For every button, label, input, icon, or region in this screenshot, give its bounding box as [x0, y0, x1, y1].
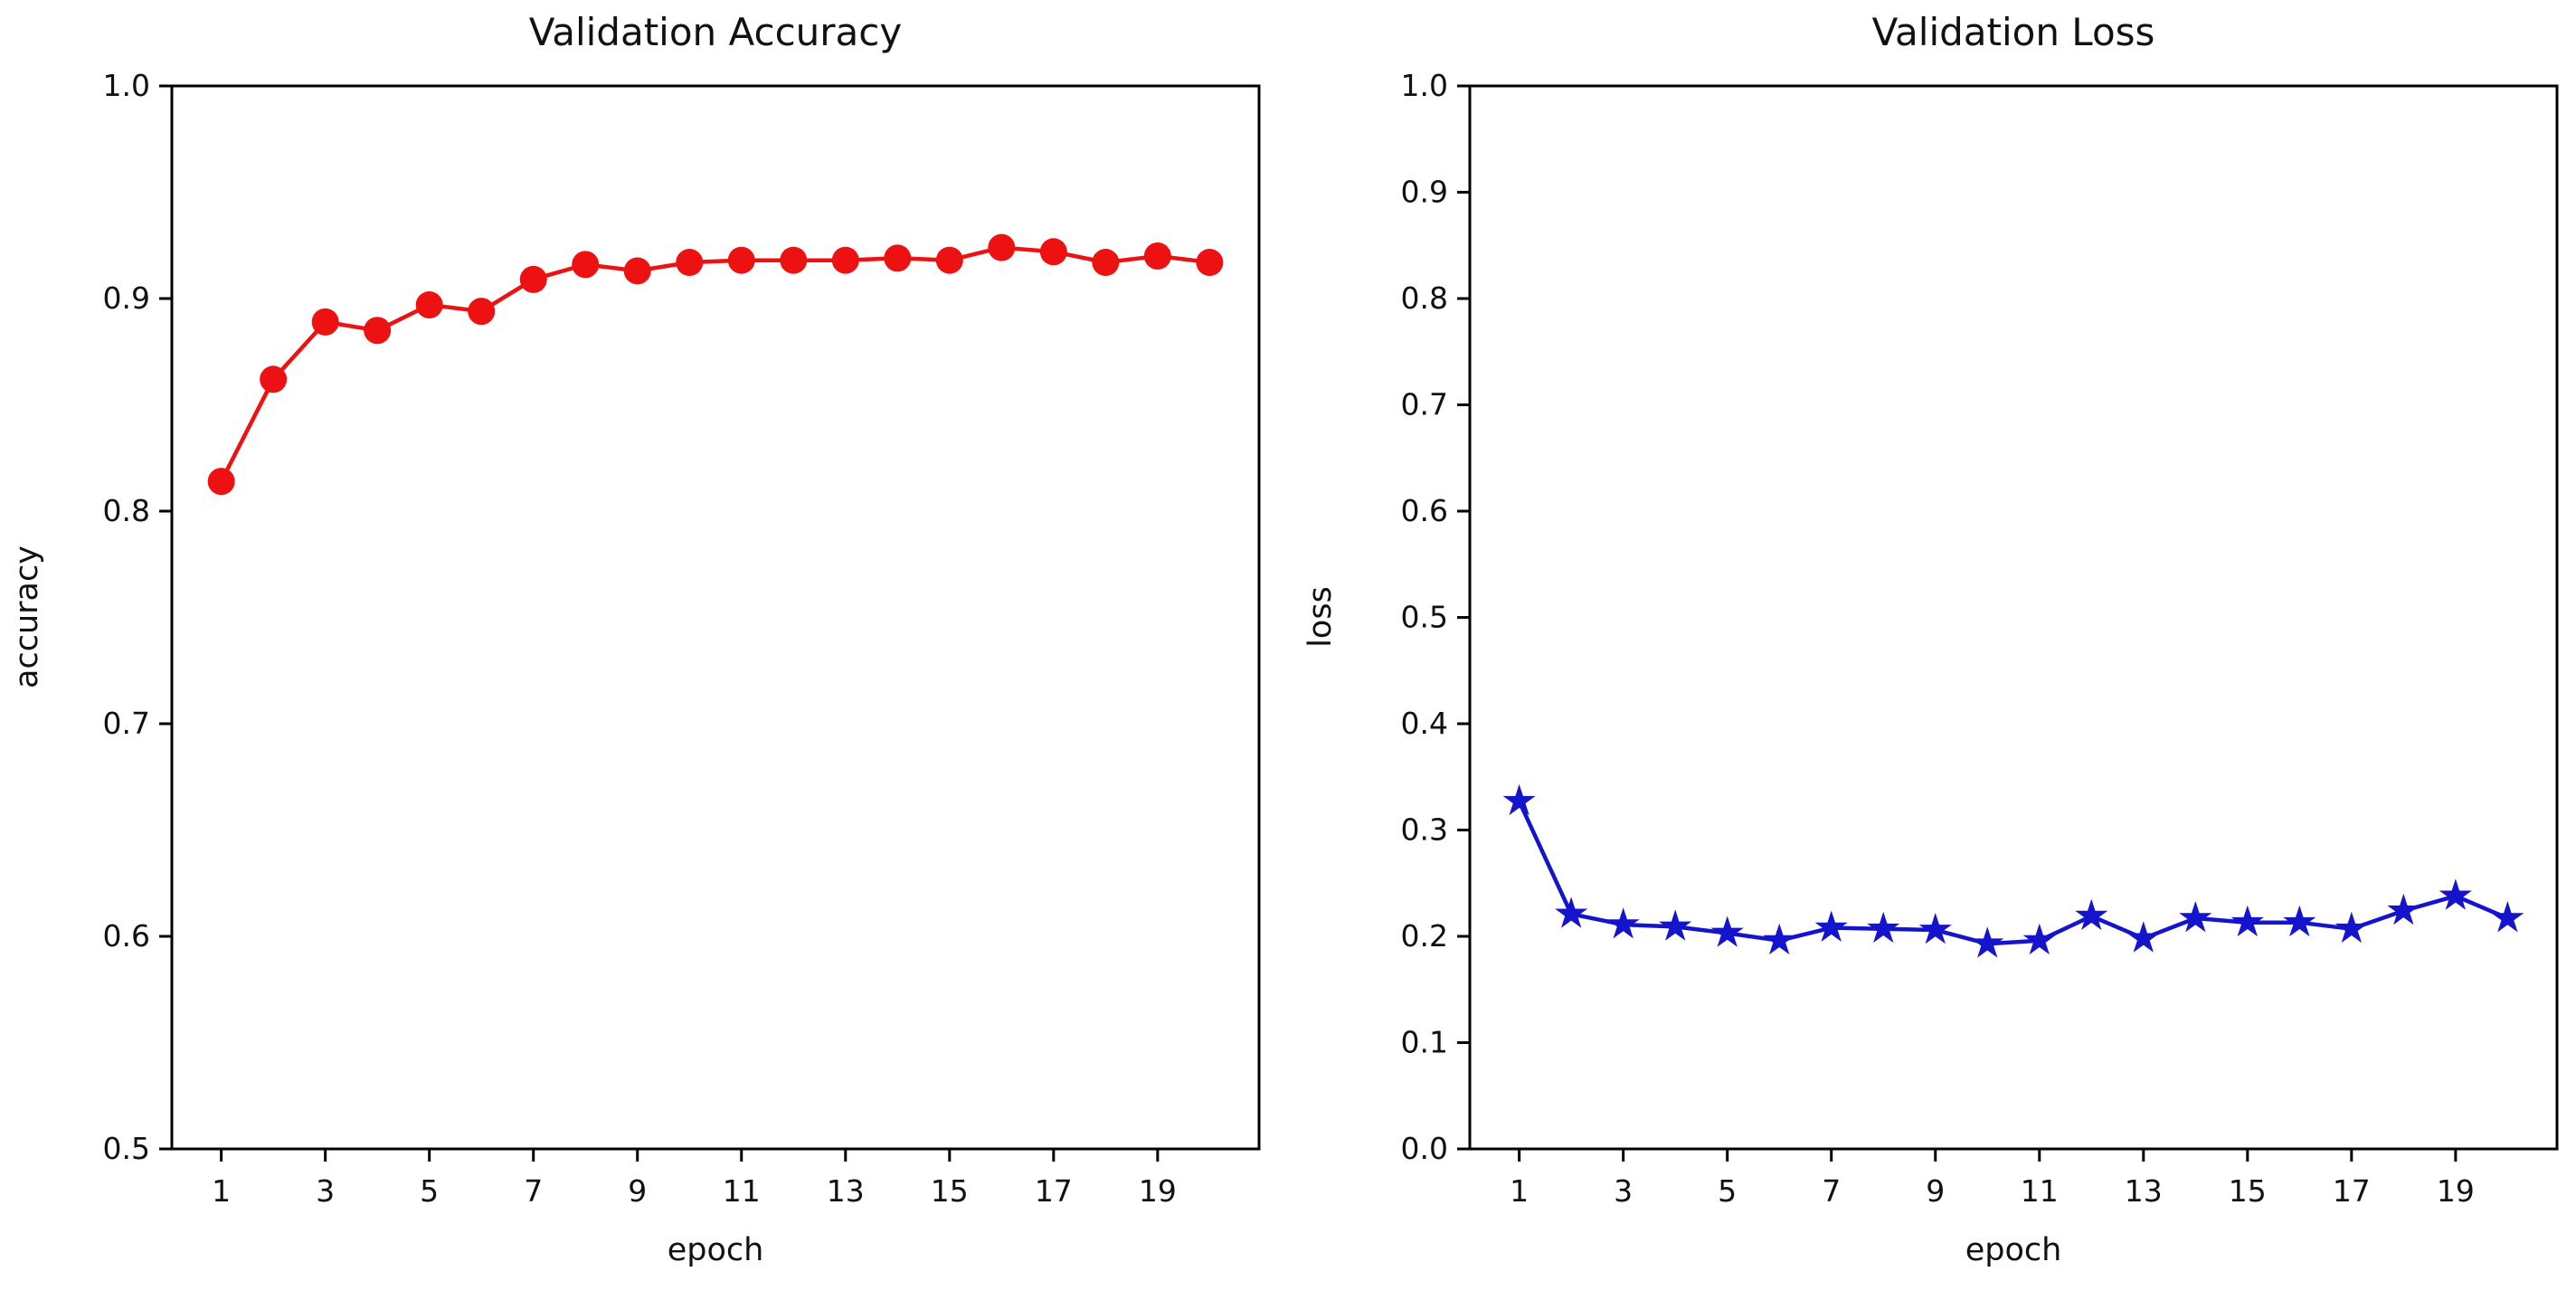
data-point-star — [2439, 878, 2472, 910]
data-point-circle — [415, 291, 443, 319]
x-tick-label: 3 — [1614, 1173, 1633, 1209]
data-point-circle — [311, 308, 339, 336]
x-tick-label: 7 — [1822, 1173, 1841, 1209]
data-point-circle — [207, 468, 235, 496]
x-tick-label: 9 — [628, 1173, 647, 1209]
x-tick-label: 1 — [212, 1173, 231, 1209]
data-point-circle — [988, 233, 1016, 261]
data-point-circle — [572, 251, 600, 279]
data-point-star — [2179, 901, 2212, 933]
data-point-circle — [364, 317, 392, 345]
x-tick-label: 5 — [420, 1173, 439, 1209]
data-point-star — [2387, 893, 2420, 925]
x-tick-label: 1 — [1510, 1173, 1529, 1209]
y-tick-label: 0.6 — [103, 918, 150, 954]
data-point-star — [1502, 783, 1536, 816]
data-point-circle — [935, 246, 963, 274]
y-tick-label: 0.6 — [1401, 493, 1448, 528]
x-tick-label: 15 — [2229, 1173, 2267, 1209]
data-point-star — [2491, 901, 2524, 933]
data-point-circle — [623, 257, 651, 285]
x-tick-label: 5 — [1718, 1173, 1737, 1209]
y-tick-label: 0.5 — [103, 1131, 150, 1166]
y-axis-label-accuracy: accuracy — [9, 546, 45, 688]
data-point-circle — [519, 265, 547, 293]
x-tick-label: 11 — [723, 1173, 761, 1209]
series-line-validation-accuracy — [219, 245, 1212, 484]
y-tick-label: 0.9 — [103, 280, 150, 316]
y-tick-label: 0.0 — [1401, 1131, 1448, 1166]
axes-frame — [170, 84, 1261, 1151]
data-point-star — [1710, 916, 1744, 947]
y-tick-label: 0.5 — [1401, 600, 1448, 635]
y-tick-label: 0.4 — [1401, 706, 1448, 741]
data-point-star — [2230, 905, 2264, 937]
y-axis-label-loss: loss — [1302, 586, 1339, 648]
x-tick-label: 11 — [2021, 1173, 2059, 1209]
data-point-star — [1867, 911, 1900, 944]
data-point-circle — [676, 249, 704, 277]
y-tick-label: 0.8 — [103, 493, 150, 528]
y-tick-label: 0.1 — [1401, 1025, 1448, 1060]
axes-frame — [1468, 84, 2559, 1151]
data-point-circle — [1143, 242, 1171, 270]
plot-title-accuracy: Validation Accuracy — [528, 10, 903, 54]
data-point-star — [2126, 921, 2160, 953]
y-tick-label: 0.2 — [1401, 918, 1448, 954]
data-point-star — [1971, 926, 2004, 958]
data-point-star — [1763, 923, 1796, 955]
x-tick-label: 9 — [1926, 1173, 1945, 1209]
y-tick-label: 1.0 — [103, 68, 150, 103]
data-point-circle — [727, 246, 755, 274]
x-tick-label: 15 — [931, 1173, 969, 1209]
data-point-star — [2283, 905, 2316, 937]
data-point-circle — [884, 244, 912, 272]
x-tick-label: 7 — [524, 1173, 543, 1209]
y-tick-label: 0.9 — [1401, 175, 1448, 210]
x-tick-label: 3 — [316, 1173, 335, 1209]
x-tick-label: 19 — [2437, 1173, 2475, 1209]
x-tick-label: 19 — [1139, 1173, 1177, 1209]
data-point-star — [2075, 898, 2108, 930]
y-tick-label: 1.0 — [1401, 68, 1448, 103]
data-point-circle — [260, 365, 288, 394]
data-point-circle — [780, 246, 808, 274]
data-point-circle — [468, 298, 496, 326]
data-point-star — [2022, 923, 2056, 955]
y-tick-label: 0.3 — [1401, 812, 1448, 848]
x-axis-label-epoch-right: epoch — [1965, 1232, 2062, 1268]
x-tick-label: 17 — [1035, 1173, 1073, 1209]
data-point-circle — [1196, 249, 1224, 277]
data-point-star — [1606, 907, 1640, 939]
data-point-star — [2334, 911, 2368, 944]
data-point-star — [1555, 897, 1588, 928]
x-tick-label: 17 — [2333, 1173, 2371, 1209]
data-point-star — [1659, 909, 1692, 941]
y-tick-label: 0.8 — [1401, 280, 1448, 316]
y-tick-label: 0.7 — [1401, 387, 1448, 422]
data-point-circle — [1039, 238, 1067, 266]
x-tick-label: 13 — [2125, 1173, 2163, 1209]
data-point-circle — [1092, 249, 1120, 277]
data-point-star — [1918, 913, 1952, 944]
x-axis-label-epoch-left: epoch — [667, 1232, 764, 1268]
plot-title-loss: Validation Loss — [1871, 10, 2155, 54]
x-tick-label: 13 — [827, 1173, 865, 1209]
data-point-star — [1814, 910, 1848, 942]
data-point-circle — [831, 246, 859, 274]
y-tick-label: 0.7 — [103, 706, 150, 741]
